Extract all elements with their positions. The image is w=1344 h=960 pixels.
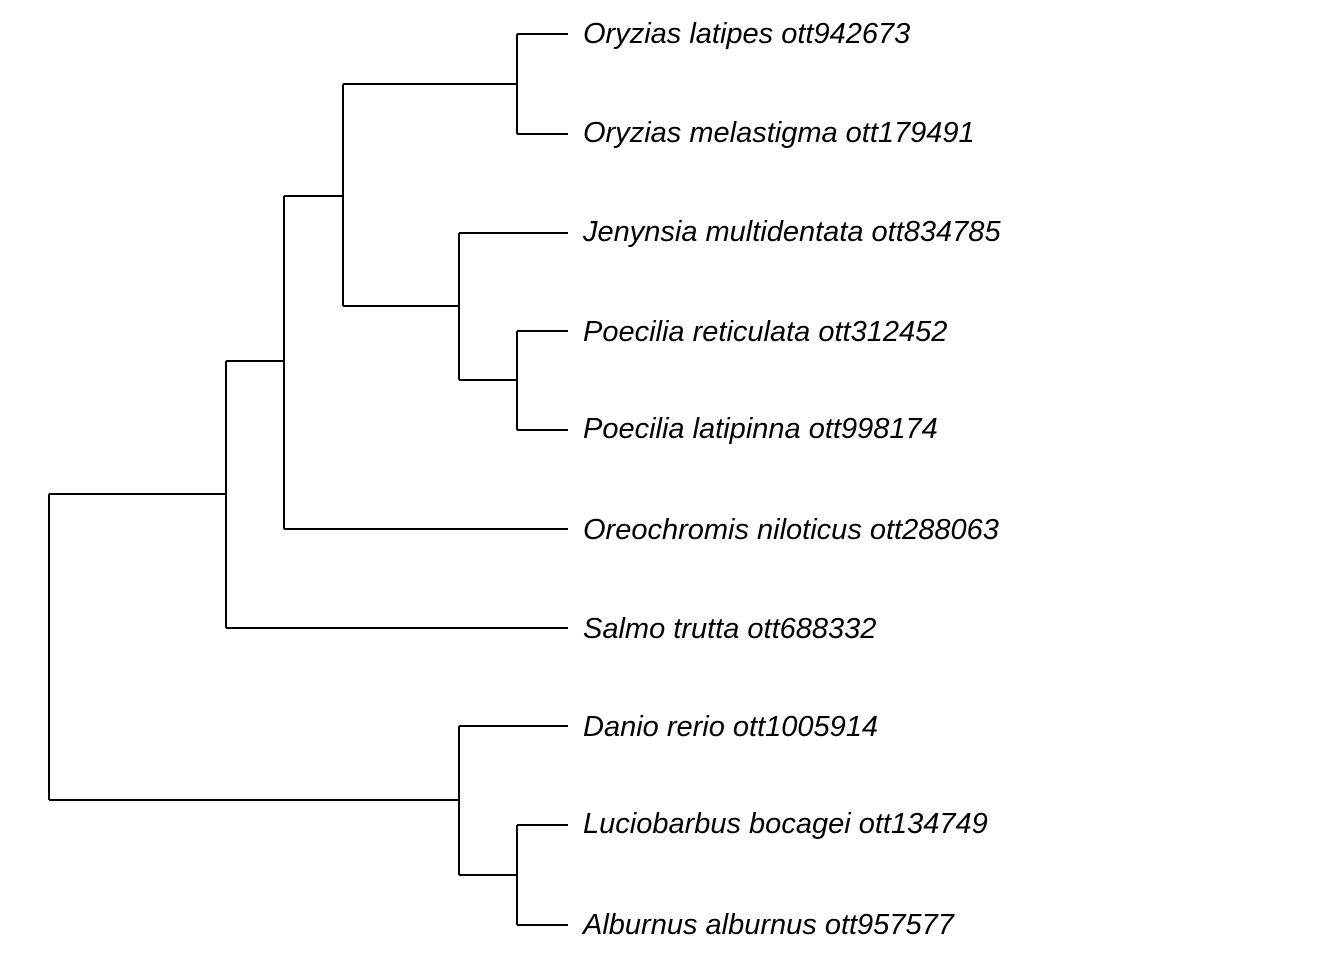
tip-label: Poecilia latipinna ott998174 — [583, 413, 938, 445]
leuciscid-clade — [516, 824, 568, 926]
atherinomorph-clade — [342, 83, 517, 307]
tip-label: Salmo trutta ott688332 — [583, 613, 877, 645]
poecilia-clade — [516, 330, 568, 431]
cypriniform-clade — [458, 725, 568, 876]
tip-label: Luciobarbus bocagei ott134749 — [583, 808, 988, 840]
tip-label: Oreochromis niloticus ott288063 — [583, 514, 999, 546]
tip-label: Poecilia reticulata ott312452 — [583, 316, 948, 348]
tip-label: Jenynsia multidentata ott834785 — [583, 216, 1001, 248]
acanthopterygii-salmo-clade — [225, 360, 568, 629]
cyprinodontiform-clade — [458, 232, 568, 381]
tip-label: Danio rerio ott1005914 — [583, 711, 879, 743]
tip-label: Oryzias latipes ott942673 — [583, 18, 911, 50]
acanthopterygii-clade — [283, 195, 568, 530]
root-clade — [48, 493, 459, 801]
tip-label: Oryzias melastigma ott179491 — [583, 117, 975, 149]
oryzias-clade — [516, 33, 568, 135]
tip-label: Alburnus alburnus ott957577 — [583, 909, 954, 941]
